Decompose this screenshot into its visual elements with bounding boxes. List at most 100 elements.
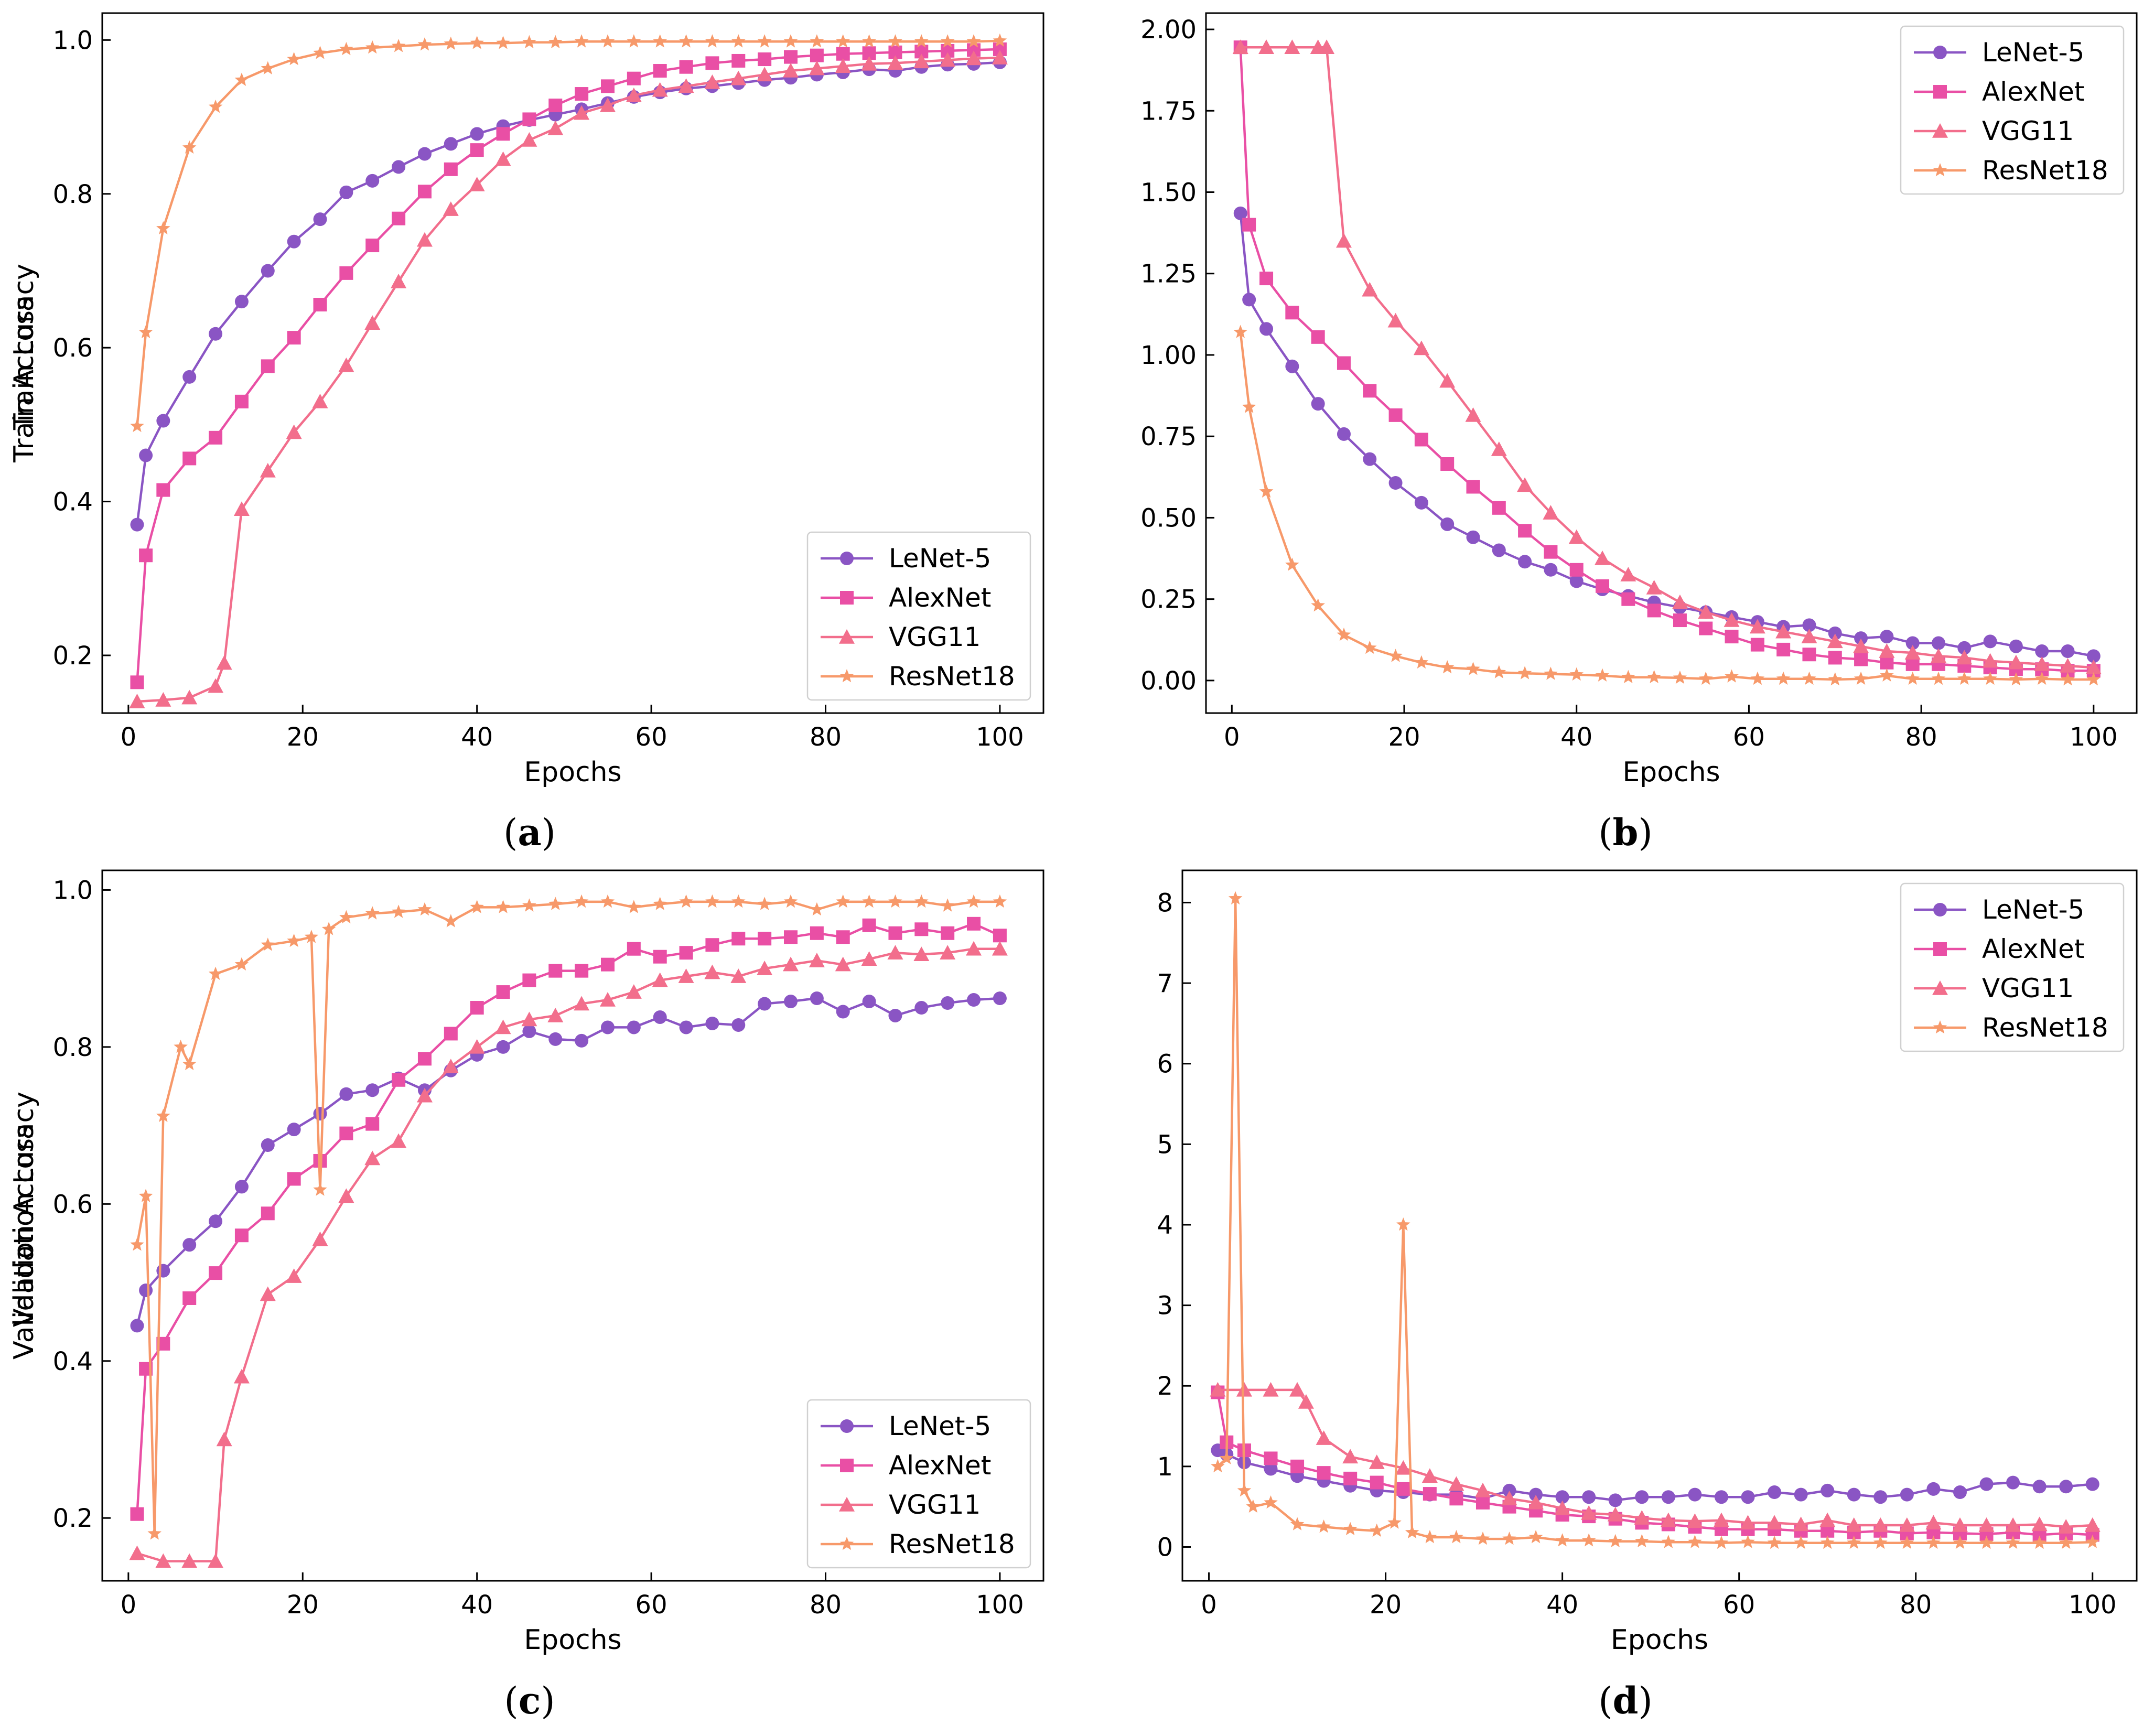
data-point-resnet18 bbox=[1983, 671, 1997, 685]
data-point-alexnet bbox=[261, 1206, 275, 1221]
legend-marker-resnet18 bbox=[1933, 1020, 1947, 1034]
legend-marker-resnet18 bbox=[1933, 163, 1947, 177]
data-point-alexnet bbox=[548, 964, 563, 978]
data-point-resnet18 bbox=[757, 897, 772, 910]
data-point-lenet-5 bbox=[287, 1123, 301, 1137]
data-point-vgg11 bbox=[181, 1553, 198, 1568]
legend-marker-vgg11 bbox=[1932, 123, 1948, 138]
legend-marker-alexnet bbox=[840, 1459, 854, 1472]
data-point-alexnet bbox=[496, 127, 510, 141]
panel-c-validation-accuracy: 0 20 40 60 80 100 0.2 0.4 0.6 0.8 1.0 Epochs Validat… bbox=[8, 869, 1044, 1656]
data-point-lenet-5 bbox=[209, 327, 223, 341]
data-point-resnet18 bbox=[1905, 671, 1920, 685]
data-point-resnet18 bbox=[365, 906, 380, 920]
data-point-lenet-5 bbox=[914, 1001, 929, 1015]
x-tick-label: 60 bbox=[636, 723, 667, 752]
data-point-vgg11 bbox=[1258, 39, 1275, 54]
data-point-alexnet bbox=[339, 266, 353, 280]
data-point-lenet-5 bbox=[2086, 649, 2101, 663]
data-point-vgg11 bbox=[861, 56, 877, 71]
data-point-vgg11 bbox=[992, 50, 1008, 64]
data-point-alexnet bbox=[392, 211, 406, 225]
x-tick-label: 0 bbox=[1224, 723, 1240, 752]
data-point-vgg11 bbox=[1319, 39, 1335, 54]
data-point-resnet18 bbox=[208, 100, 223, 113]
data-point-lenet-5 bbox=[313, 212, 327, 227]
data-point-lenet-5 bbox=[1854, 631, 1868, 645]
data-point-alexnet bbox=[1414, 433, 1428, 447]
data-point-lenet-5 bbox=[2009, 639, 2023, 653]
data-point-vgg11 bbox=[574, 996, 590, 1011]
data-point-alexnet bbox=[627, 71, 641, 85]
data-point-resnet18 bbox=[182, 1056, 197, 1071]
data-point-resnet18 bbox=[810, 34, 824, 48]
panel-label-d: (d) bbox=[1598, 1679, 1653, 1722]
data-point-lenet-5 bbox=[1957, 641, 1972, 655]
data-point-resnet18 bbox=[174, 1039, 188, 1053]
data-point-alexnet bbox=[1492, 501, 1506, 515]
y-tick-label: 0.50 bbox=[1140, 503, 1197, 533]
data-point-vgg11 bbox=[312, 393, 328, 408]
panel-label-a: (a) bbox=[503, 811, 556, 854]
data-point-vgg11 bbox=[216, 655, 232, 670]
data-point-alexnet bbox=[1343, 1471, 1358, 1485]
data-point-alexnet bbox=[496, 985, 510, 999]
legend-label-resnet18: ResNet18 bbox=[1982, 155, 2108, 186]
data-point-lenet-5 bbox=[758, 997, 772, 1011]
data-point-vgg11 bbox=[469, 1039, 485, 1054]
data-point-resnet18 bbox=[1880, 668, 1894, 682]
data-point-alexnet bbox=[1518, 524, 1532, 538]
data-point-vgg11 bbox=[338, 357, 354, 372]
data-point-lenet-5 bbox=[1635, 1490, 1649, 1504]
data-point-vgg11 bbox=[574, 105, 590, 120]
data-point-vgg11 bbox=[312, 1231, 328, 1246]
data-point-resnet18 bbox=[313, 1182, 327, 1196]
data-point-resnet18 bbox=[1466, 662, 1480, 675]
data-point-resnet18 bbox=[1647, 670, 1661, 683]
data-point-alexnet bbox=[522, 973, 536, 987]
data-point-alexnet bbox=[784, 50, 798, 64]
data-point-vgg11 bbox=[1801, 629, 1817, 643]
y-tick-label: 1.00 bbox=[1140, 341, 1197, 370]
data-point-vgg11 bbox=[1528, 1494, 1544, 1509]
legend-marker-lenet-5 bbox=[840, 1419, 854, 1433]
data-point-resnet18 bbox=[679, 34, 693, 48]
data-point-vgg11 bbox=[1646, 579, 1662, 595]
data-point-vgg11 bbox=[1713, 1512, 1729, 1527]
data-point-resnet18 bbox=[417, 37, 432, 51]
data-point-lenet-5 bbox=[2059, 1480, 2073, 1494]
y-tick-label: 0.4 bbox=[53, 1347, 93, 1376]
data-point-vgg11 bbox=[1775, 623, 1792, 639]
data-point-alexnet bbox=[705, 938, 719, 952]
data-point-lenet-5 bbox=[1741, 1490, 1755, 1504]
data-point-resnet18 bbox=[1873, 1535, 1888, 1549]
plot-area bbox=[129, 894, 1008, 1568]
data-point-resnet18 bbox=[522, 898, 536, 912]
data-point-vgg11 bbox=[416, 232, 433, 247]
data-point-vgg11 bbox=[129, 1545, 145, 1560]
data-point-lenet-5 bbox=[627, 1020, 641, 1034]
data-point-vgg11 bbox=[1872, 1517, 1889, 1532]
data-point-resnet18 bbox=[1794, 1535, 1808, 1549]
legend-marker-vgg11 bbox=[839, 1497, 855, 1512]
data-point-resnet18 bbox=[940, 34, 955, 48]
data-point-alexnet bbox=[1476, 1495, 1490, 1509]
data-point-resnet18 bbox=[1750, 671, 1765, 685]
data-point-lenet-5 bbox=[1259, 322, 1274, 336]
data-point-lenet-5 bbox=[339, 185, 353, 199]
data-point-alexnet bbox=[705, 56, 719, 70]
data-point-vgg11 bbox=[155, 692, 171, 707]
data-point-vgg11 bbox=[1232, 39, 1248, 54]
data-point-resnet18 bbox=[1900, 1535, 1914, 1549]
data-point-vgg11 bbox=[2060, 657, 2076, 673]
data-point-resnet18 bbox=[1828, 672, 1843, 686]
data-point-lenet-5 bbox=[1440, 517, 1455, 531]
y-tick-label: 0.8 bbox=[53, 1033, 93, 1062]
data-point-lenet-5 bbox=[1794, 1487, 1808, 1502]
data-point-vgg11 bbox=[940, 945, 956, 959]
data-point-vgg11 bbox=[1819, 1512, 1836, 1527]
data-point-vgg11 bbox=[2008, 654, 2024, 670]
data-point-alexnet bbox=[1311, 330, 1325, 344]
data-point-resnet18 bbox=[1608, 1534, 1623, 1547]
